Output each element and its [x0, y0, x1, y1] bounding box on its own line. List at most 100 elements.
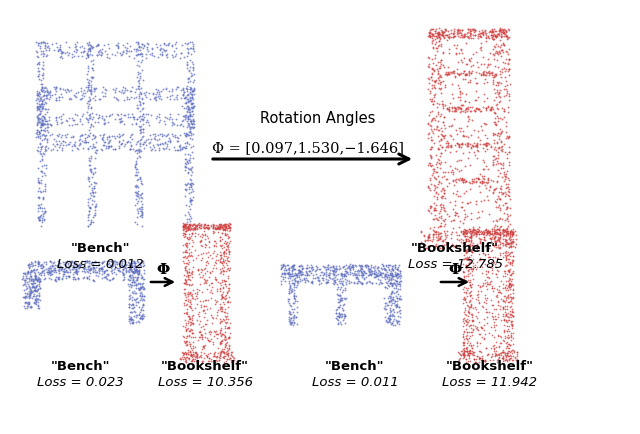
- Point: [499, 328, 509, 335]
- Point: [219, 226, 229, 233]
- Point: [383, 283, 394, 289]
- Point: [482, 64, 492, 71]
- Point: [181, 133, 191, 140]
- Point: [182, 124, 192, 131]
- Point: [458, 352, 468, 359]
- Point: [131, 46, 141, 53]
- Point: [278, 274, 288, 281]
- Point: [191, 349, 201, 355]
- Point: [70, 111, 80, 118]
- Point: [489, 43, 499, 50]
- Point: [492, 140, 502, 147]
- Point: [79, 48, 90, 55]
- Point: [42, 109, 52, 116]
- Point: [495, 230, 505, 237]
- Point: [44, 115, 54, 122]
- Point: [186, 225, 196, 232]
- Point: [332, 310, 342, 317]
- Point: [321, 266, 332, 273]
- Point: [122, 139, 132, 146]
- Point: [331, 307, 341, 314]
- Point: [462, 316, 472, 322]
- Point: [49, 267, 60, 274]
- Point: [467, 118, 477, 125]
- Point: [337, 273, 347, 279]
- Point: [461, 61, 471, 68]
- Point: [490, 239, 500, 246]
- Point: [438, 170, 448, 177]
- Point: [136, 313, 147, 320]
- Point: [89, 184, 99, 191]
- Point: [183, 355, 193, 362]
- Point: [495, 186, 506, 193]
- Point: [317, 263, 328, 270]
- Point: [470, 152, 481, 159]
- Point: [82, 275, 92, 282]
- Point: [463, 26, 473, 33]
- Point: [440, 208, 450, 215]
- Point: [181, 263, 191, 270]
- Point: [423, 207, 433, 214]
- Point: [104, 55, 114, 62]
- Point: [220, 224, 230, 231]
- Point: [182, 220, 192, 227]
- Point: [463, 313, 474, 320]
- Point: [159, 47, 169, 54]
- Point: [184, 225, 194, 232]
- Point: [188, 253, 198, 260]
- Point: [443, 144, 453, 151]
- Point: [494, 226, 504, 233]
- Point: [428, 115, 438, 122]
- Point: [452, 158, 463, 165]
- Point: [186, 351, 196, 358]
- Point: [216, 243, 226, 250]
- Point: [141, 95, 151, 102]
- Point: [190, 224, 200, 231]
- Point: [152, 89, 162, 96]
- Point: [181, 278, 191, 285]
- Point: [321, 276, 331, 283]
- Point: [26, 289, 36, 296]
- Point: [161, 43, 172, 49]
- Point: [201, 303, 211, 310]
- Point: [435, 157, 445, 164]
- Point: [19, 303, 29, 310]
- Point: [185, 341, 195, 348]
- Point: [190, 349, 200, 356]
- Point: [188, 188, 198, 195]
- Point: [102, 276, 112, 283]
- Point: [464, 335, 474, 342]
- Point: [186, 299, 196, 306]
- Point: [499, 141, 509, 148]
- Point: [186, 326, 196, 333]
- Point: [70, 276, 80, 283]
- Point: [135, 74, 145, 81]
- Point: [392, 317, 402, 324]
- Point: [348, 266, 358, 273]
- Point: [289, 282, 300, 289]
- Point: [182, 234, 193, 241]
- Point: [495, 94, 505, 101]
- Point: [180, 277, 191, 284]
- Point: [137, 223, 147, 230]
- Point: [186, 201, 196, 208]
- Point: [471, 179, 481, 186]
- Point: [180, 95, 190, 102]
- Point: [28, 278, 38, 285]
- Point: [132, 102, 142, 109]
- Point: [157, 50, 168, 57]
- Point: [469, 359, 479, 366]
- Point: [91, 139, 101, 146]
- Point: [34, 283, 44, 290]
- Point: [325, 274, 335, 281]
- Point: [33, 92, 43, 99]
- Point: [475, 284, 485, 291]
- Point: [40, 84, 51, 91]
- Point: [377, 261, 387, 268]
- Point: [493, 189, 504, 196]
- Point: [120, 269, 131, 276]
- Point: [375, 271, 385, 278]
- Point: [184, 333, 194, 340]
- Point: [32, 266, 42, 273]
- Point: [462, 142, 472, 149]
